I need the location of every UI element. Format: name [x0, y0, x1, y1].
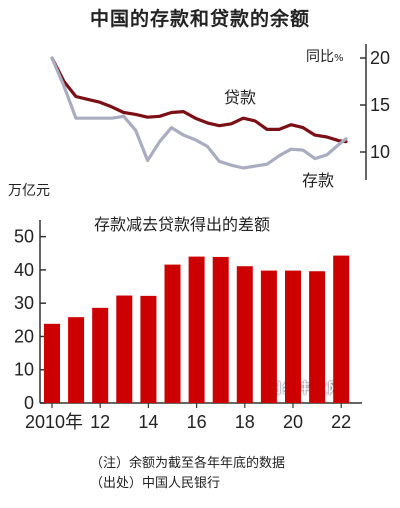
chart-title: 中国的存款和贷款的余额: [89, 8, 310, 30]
bar-x-tick-label: 12: [90, 412, 110, 432]
bar-y-tick-label: 20: [14, 326, 34, 346]
loan-series-label: 贷款: [224, 88, 256, 107]
bar-2011: [68, 317, 85, 403]
bar-2015: [164, 264, 181, 403]
bar-2019: [260, 270, 277, 403]
bar-x-tick-label: 18: [235, 412, 255, 432]
bar-2018: [236, 266, 253, 403]
deposit-series-label: 存款: [302, 171, 334, 190]
deposit-series-line: [50, 56, 348, 170]
line-y-tick-label: 15: [370, 95, 390, 115]
bar-2020: [285, 270, 301, 403]
line-y-tick-label: 20: [370, 48, 390, 68]
line-y-tick-label: 10: [370, 142, 390, 162]
loan-series-line: [50, 56, 348, 144]
bar-chart-title: 存款减去贷款得出的差额: [94, 215, 271, 234]
bar-x-tick-label: 16: [187, 412, 207, 432]
source-text: （出处）中国人民银行: [90, 476, 221, 491]
bar-2022: [333, 255, 350, 403]
bar-x-tick-label: 20: [283, 412, 303, 432]
bar-unit-label: 万亿元: [8, 183, 50, 199]
bar-2016: [188, 256, 205, 403]
bar-x-tick-label: 14: [138, 412, 158, 432]
bar-2013: [116, 295, 133, 403]
line-unit-text: 同比: [306, 49, 334, 65]
note-text: （注）余额为截至各年年底的数据: [90, 456, 286, 471]
bar-2012: [92, 307, 109, 403]
bar-y-tick-label: 50: [14, 227, 34, 247]
line-unit-suffix: %: [334, 53, 344, 64]
bar-y-tick-label: 10: [14, 360, 34, 380]
bar-y-tick-label: 40: [14, 260, 34, 280]
bar-2021: [309, 271, 326, 403]
bar-y-tick-label: 30: [14, 293, 34, 313]
bar-y-tick-label: 0: [24, 393, 34, 413]
bar-x-tick-label: 2010年: [25, 412, 83, 432]
bar-2010: [44, 323, 60, 403]
bar-x-tick-label: 22: [331, 412, 351, 432]
bar-2014: [140, 295, 157, 403]
line-unit-label: 同比%: [306, 46, 344, 66]
bar-2017: [212, 256, 229, 403]
